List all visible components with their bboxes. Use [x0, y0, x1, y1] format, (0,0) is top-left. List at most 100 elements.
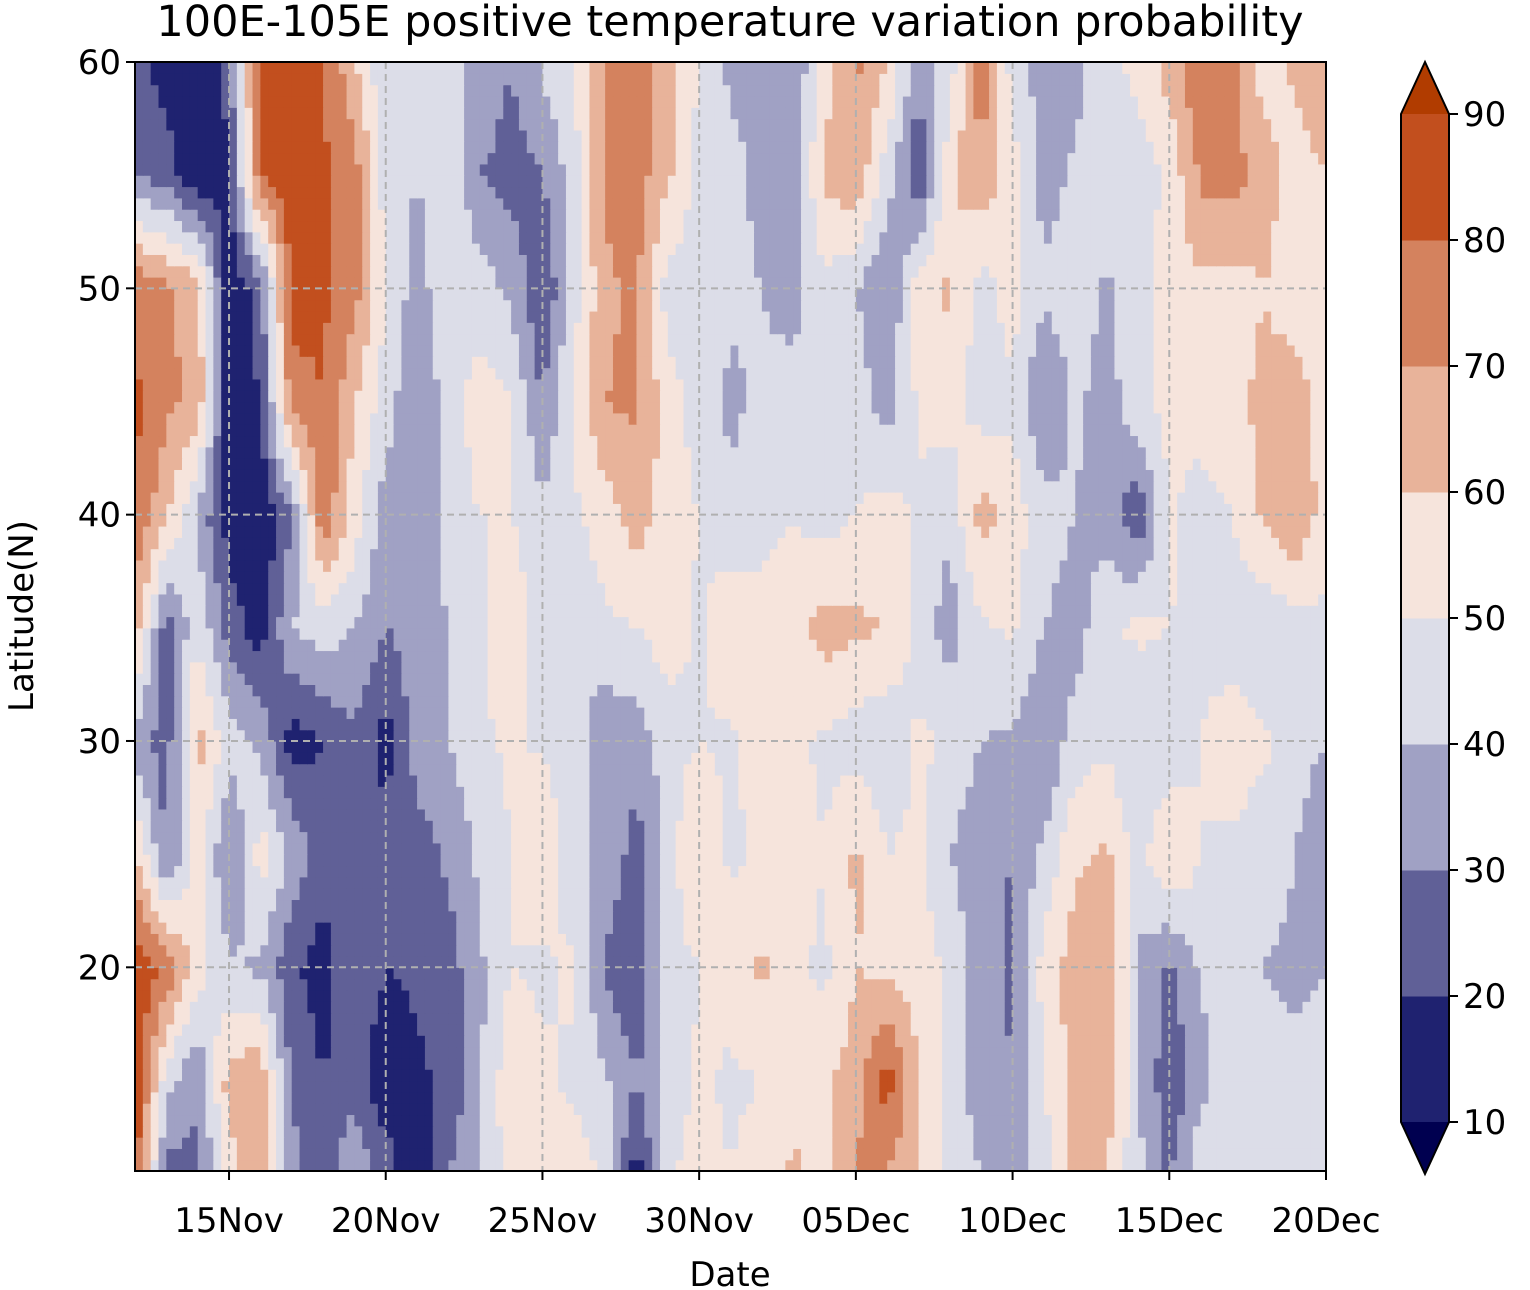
contour-cell — [652, 1080, 661, 1093]
contour-cell — [589, 1114, 598, 1127]
contour-cell — [1028, 967, 1037, 980]
contour-cell — [777, 1114, 786, 1127]
contour-cell — [1098, 1035, 1108, 1048]
contour-cell — [644, 842, 653, 855]
contour-cell — [471, 808, 481, 821]
contour-cell — [667, 1148, 677, 1161]
contour-cell — [1051, 955, 1061, 968]
contour-cell — [362, 978, 371, 991]
contour-cell — [1145, 808, 1155, 821]
contour-cell — [299, 1114, 308, 1127]
contour-cell — [456, 888, 465, 901]
contour-cell — [174, 1001, 183, 1014]
contour-cell — [824, 876, 833, 889]
contour-cell — [754, 854, 763, 867]
contour-cell — [299, 1057, 308, 1070]
contour-cell — [957, 808, 967, 821]
contour-cell — [260, 1137, 269, 1149]
contour-cell — [973, 1046, 982, 1059]
contour-cell — [471, 876, 481, 889]
contour-cell — [746, 1148, 755, 1161]
contour-cell — [166, 1137, 175, 1149]
contour-cell — [1098, 831, 1108, 844]
contour-cell — [887, 820, 896, 833]
contour-cell — [769, 922, 779, 934]
contour-cell — [174, 865, 183, 878]
contour-cell — [996, 820, 1006, 833]
contour-cell — [221, 899, 230, 912]
contour-cell — [213, 1012, 222, 1025]
contour-cell — [1169, 910, 1178, 923]
contour-cell — [464, 1035, 473, 1048]
contour-cell — [730, 842, 739, 855]
contour-cell — [229, 1023, 238, 1036]
contour-cell — [573, 1046, 583, 1059]
contour-cell — [863, 808, 873, 821]
contour-cell — [166, 978, 175, 991]
contour-cell — [456, 854, 465, 867]
contour-cell — [730, 1148, 739, 1161]
contour-cell — [910, 1080, 920, 1093]
contour-cell — [182, 1103, 191, 1116]
contour-cell — [236, 1125, 246, 1138]
contour-cell — [150, 1137, 160, 1149]
contour-cell — [1106, 1091, 1116, 1104]
contour-cell — [1161, 1148, 1170, 1161]
contour-cell — [221, 1012, 230, 1025]
contour-cell — [330, 1023, 340, 1036]
contour-cell — [542, 1046, 551, 1059]
contour-cell — [581, 899, 591, 912]
contour-cell — [338, 865, 348, 878]
contour-cell — [965, 1012, 975, 1025]
contour-cell — [1216, 1137, 1225, 1149]
contour-cell — [816, 865, 826, 878]
contour-cell — [620, 944, 630, 957]
contour-cell — [652, 831, 661, 844]
contour-cell — [330, 955, 340, 968]
contour-cell — [636, 1159, 645, 1171]
contour-cell — [1153, 944, 1163, 957]
contour-cell — [1208, 842, 1217, 855]
contour-cell — [1224, 808, 1233, 821]
contour-cell — [1239, 899, 1249, 912]
contour-cell — [534, 865, 544, 878]
contour-cell — [1177, 899, 1186, 912]
contour-cell — [354, 1046, 363, 1059]
contour-cell — [1239, 1035, 1249, 1048]
contour-cell — [315, 1057, 324, 1070]
contour-cell — [667, 888, 677, 901]
contour-cell — [323, 1080, 332, 1093]
contour-cell — [432, 978, 442, 991]
contour-cell — [699, 820, 708, 833]
contour-cell — [1255, 1148, 1264, 1161]
contour-cell — [276, 933, 285, 946]
contour-cell — [158, 1091, 167, 1104]
contour-cell — [848, 1057, 857, 1070]
contour-cell — [1075, 854, 1084, 867]
contour-cell — [597, 910, 606, 923]
contour-cell — [362, 989, 371, 1002]
contour-cell — [628, 797, 638, 810]
contour-cell — [659, 1023, 669, 1036]
contour-cell — [1278, 1159, 1288, 1171]
contour-cell — [1075, 1091, 1084, 1104]
contour-cell — [965, 831, 975, 844]
contour-cell — [252, 1012, 261, 1025]
contour-cell — [1036, 1125, 1045, 1138]
contour-cell — [135, 989, 144, 1002]
contour-cell — [150, 808, 160, 821]
contour-cell — [1153, 1046, 1163, 1059]
contour-cell — [456, 1035, 465, 1048]
contour-cell — [722, 854, 732, 867]
contour-cell — [761, 820, 771, 833]
contour-cell — [1059, 967, 1069, 980]
contour-cell — [542, 922, 551, 934]
contour-cell — [244, 876, 254, 889]
contour-cell — [1098, 910, 1108, 923]
contour-cell — [244, 1057, 254, 1070]
contour-cell — [1130, 1159, 1139, 1171]
contour-cell — [1153, 865, 1163, 878]
contour-cell — [299, 1035, 308, 1048]
contour-cell — [283, 1046, 293, 1059]
contour-cell — [1137, 1091, 1147, 1104]
